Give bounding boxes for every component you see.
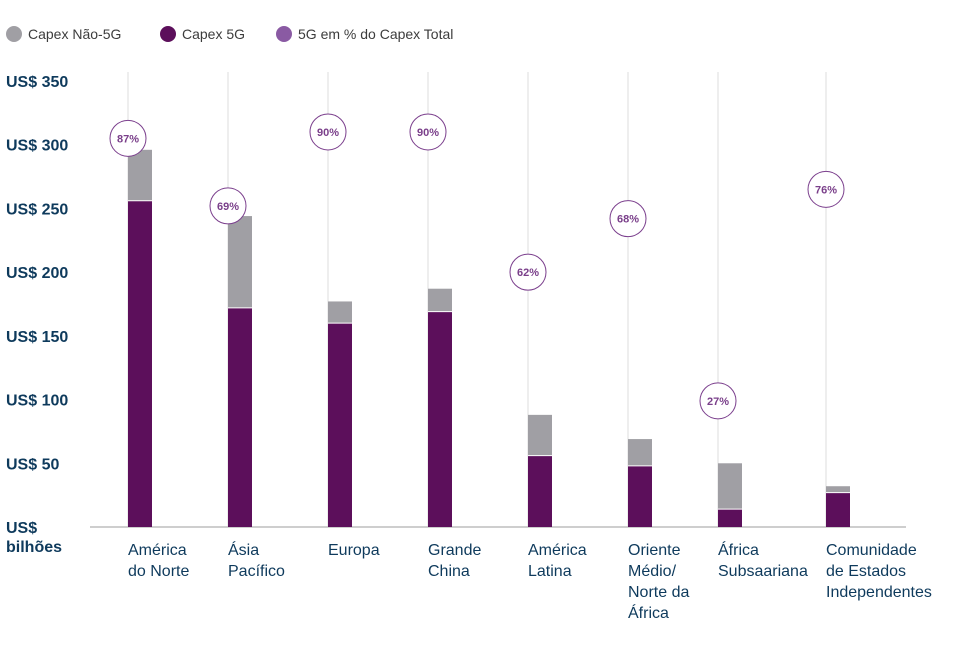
legend-swatch xyxy=(160,26,176,42)
bar-5g xyxy=(826,492,850,527)
bar-5g xyxy=(228,307,252,527)
bar-non-5g xyxy=(718,463,742,510)
pct-label: 62% xyxy=(517,267,539,279)
pct-marker: 62% xyxy=(509,253,547,291)
legend-swatch xyxy=(276,26,292,42)
x-category-label: Ásia Pacífico xyxy=(228,540,285,580)
pct-label: 68% xyxy=(617,214,639,226)
legend-swatch xyxy=(6,26,22,42)
pct-circle xyxy=(699,382,737,420)
bar-5g xyxy=(428,311,452,527)
x-category-label: América do Norte xyxy=(128,542,189,580)
bar-non-5g xyxy=(826,486,850,493)
pct-circle xyxy=(807,170,845,208)
x-category-label: América Latina xyxy=(528,542,587,580)
y-tick-label: US$ 100 xyxy=(6,393,68,410)
bar-non-5g xyxy=(528,414,552,456)
pct-label: 27% xyxy=(707,396,729,408)
y-tick-label: US$ 250 xyxy=(6,201,68,218)
x-category-label: Oriente Médio/Norte da África xyxy=(628,542,689,622)
pct-marker: 90% xyxy=(309,113,347,151)
legend-label: Capex Não-5G xyxy=(28,26,121,42)
legend-item: Capex 5G xyxy=(160,26,245,42)
x-category-label: Grande China xyxy=(428,542,481,580)
pct-label: 69% xyxy=(217,201,239,213)
bar-5g xyxy=(628,465,652,527)
y-tick-label: US$ 50 xyxy=(6,456,59,473)
bar-5g xyxy=(528,455,552,527)
y-tick-label: US$ bilhões xyxy=(6,520,62,556)
pct-marker: 76% xyxy=(807,170,845,208)
pct-label: 90% xyxy=(417,127,439,139)
bar-5g xyxy=(128,200,152,528)
bar-non-5g xyxy=(128,149,152,201)
pct-circle xyxy=(309,113,347,151)
x-category-label: Europa xyxy=(328,542,380,559)
bar-non-5g xyxy=(228,216,252,308)
pct-circle xyxy=(109,119,147,157)
legend-label: Capex 5G xyxy=(182,26,245,42)
legend-label: 5G em % do Capex Total xyxy=(298,26,453,42)
y-tick-label: US$ 150 xyxy=(6,329,68,346)
y-tick-label: US$ 350 xyxy=(6,74,68,91)
bar-5g xyxy=(328,323,352,527)
bar-non-5g xyxy=(428,288,452,312)
pct-circle xyxy=(409,113,447,151)
pct-label: 76% xyxy=(815,184,837,196)
pct-marker: 90% xyxy=(409,113,447,151)
bar-non-5g xyxy=(328,301,352,324)
x-category-label: África Subsaariana xyxy=(718,540,808,580)
pct-circle xyxy=(609,200,647,238)
legend-item: 5G em % do Capex Total xyxy=(276,26,453,42)
bar-5g xyxy=(718,509,742,527)
pct-marker: 68% xyxy=(609,200,647,238)
y-tick-label: US$ 200 xyxy=(6,265,68,282)
pct-label: 90% xyxy=(317,127,339,139)
legend-item: Capex Não-5G xyxy=(6,26,121,42)
pct-marker: 87% xyxy=(109,119,147,157)
y-tick-label: US$ 300 xyxy=(6,138,68,155)
pct-circle xyxy=(509,253,547,291)
pct-marker: 69% xyxy=(209,187,247,225)
pct-label: 87% xyxy=(117,133,139,145)
pct-marker: 27% xyxy=(699,382,737,420)
bar-non-5g xyxy=(628,439,652,466)
x-category-label: Comunidade de Estados Independentes xyxy=(826,542,932,601)
pct-circle xyxy=(209,187,247,225)
